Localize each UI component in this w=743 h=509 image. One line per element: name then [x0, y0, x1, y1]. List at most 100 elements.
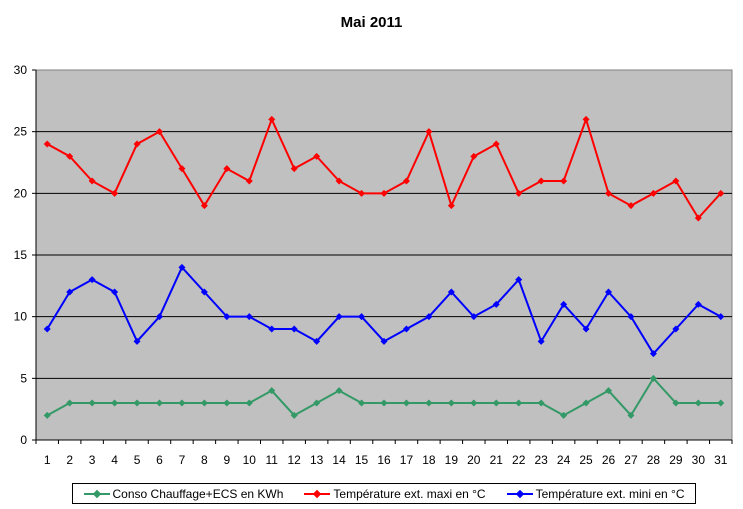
data-point — [694, 214, 702, 222]
legend-label: Conso Chauffage+ECS en KWh — [112, 486, 284, 501]
data-point — [425, 313, 433, 321]
x-tick-label: 6 — [156, 453, 163, 467]
data-point — [200, 202, 208, 210]
data-point — [717, 189, 725, 197]
x-tick-label: 31 — [714, 453, 728, 467]
data-point — [155, 313, 163, 321]
data-point — [111, 189, 119, 197]
data-point — [66, 152, 74, 160]
data-point — [245, 399, 253, 407]
x-tick-label: 8 — [201, 453, 208, 467]
data-point — [515, 276, 523, 284]
data-point — [88, 399, 96, 407]
data-point — [43, 411, 51, 419]
data-point — [178, 263, 186, 271]
y-tick-label: 20 — [14, 186, 28, 200]
data-point — [380, 189, 388, 197]
legend-item: Température ext. maxi en °C — [304, 487, 486, 501]
data-point — [313, 399, 321, 407]
legend-item: Température ext. mini en °C — [506, 486, 685, 501]
x-tick-label: 28 — [647, 453, 661, 467]
data-point — [245, 177, 253, 185]
x-tick-label: 14 — [332, 453, 346, 467]
data-point — [268, 115, 276, 123]
x-tick-label: 11 — [266, 453, 279, 467]
data-point — [447, 399, 455, 407]
data-point — [268, 325, 276, 333]
data-point — [649, 350, 657, 358]
x-tick-label: 10 — [243, 453, 257, 467]
data-point — [447, 202, 455, 210]
data-point — [178, 399, 186, 407]
data-point — [649, 374, 657, 382]
x-tick-label: 5 — [134, 453, 141, 467]
data-point — [223, 313, 231, 321]
chart-title: Mai 2011 — [340, 14, 403, 31]
data-point — [290, 325, 298, 333]
data-point — [335, 387, 343, 395]
y-tick-label: 0 — [20, 433, 27, 447]
x-tick-label: 17 — [400, 453, 414, 467]
data-point — [155, 399, 163, 407]
data-point — [245, 313, 253, 321]
series-layer — [43, 115, 725, 419]
x-tick-label: 2 — [66, 453, 73, 467]
data-point — [515, 189, 523, 197]
y-tick-label: 5 — [20, 371, 27, 385]
data-point — [560, 411, 568, 419]
x-tick-label: 21 — [490, 453, 504, 467]
y-tick-label: 30 — [14, 63, 28, 77]
data-point — [66, 288, 74, 296]
data-point — [402, 177, 410, 185]
series-3 — [43, 263, 725, 358]
data-point — [402, 399, 410, 407]
x-tick-label: 19 — [445, 453, 459, 467]
x-tick-label: 3 — [89, 453, 96, 467]
data-point — [447, 288, 455, 296]
data-point — [380, 337, 388, 345]
data-point — [223, 165, 231, 173]
data-point — [358, 313, 366, 321]
data-point — [88, 177, 96, 185]
legend: Conso Chauffage+ECS en KWh Température ex… — [72, 483, 696, 504]
data-point — [492, 300, 500, 308]
data-point — [268, 387, 276, 395]
data-point — [200, 399, 208, 407]
data-point — [470, 313, 478, 321]
x-tick-label: 18 — [422, 453, 436, 467]
series-1 — [43, 374, 725, 419]
data-point — [133, 140, 141, 148]
data-point — [358, 399, 366, 407]
legend-item: Conso Chauffage+ECS en KWh — [83, 486, 284, 501]
x-tick-label: 29 — [669, 453, 683, 467]
data-point — [582, 115, 590, 123]
x-tick-label: 30 — [692, 453, 706, 467]
x-tick-label: 7 — [179, 453, 186, 467]
legend-swatch — [304, 489, 331, 499]
data-point — [111, 288, 119, 296]
data-point — [560, 300, 568, 308]
x-tick-label: 20 — [467, 453, 481, 467]
data-point — [133, 337, 141, 345]
x-tick-label: 4 — [111, 453, 118, 467]
data-point — [402, 325, 410, 333]
x-tick-label: 24 — [557, 453, 571, 467]
data-point — [672, 325, 680, 333]
data-point — [492, 399, 500, 407]
data-point — [290, 165, 298, 173]
legend-label: Température ext. mini en °C — [535, 486, 685, 501]
data-point — [605, 387, 613, 395]
x-tick-label: 23 — [534, 453, 548, 467]
x-tick-label: 9 — [223, 453, 230, 467]
data-point — [694, 300, 702, 308]
x-tick-label: 27 — [624, 453, 638, 467]
data-point — [335, 313, 343, 321]
data-point — [313, 337, 321, 345]
data-point — [178, 165, 186, 173]
data-point — [627, 411, 635, 419]
x-tick-label: 26 — [602, 453, 616, 467]
data-point — [111, 399, 119, 407]
legend-swatch — [83, 489, 110, 499]
x-tick-label: 22 — [512, 453, 526, 467]
